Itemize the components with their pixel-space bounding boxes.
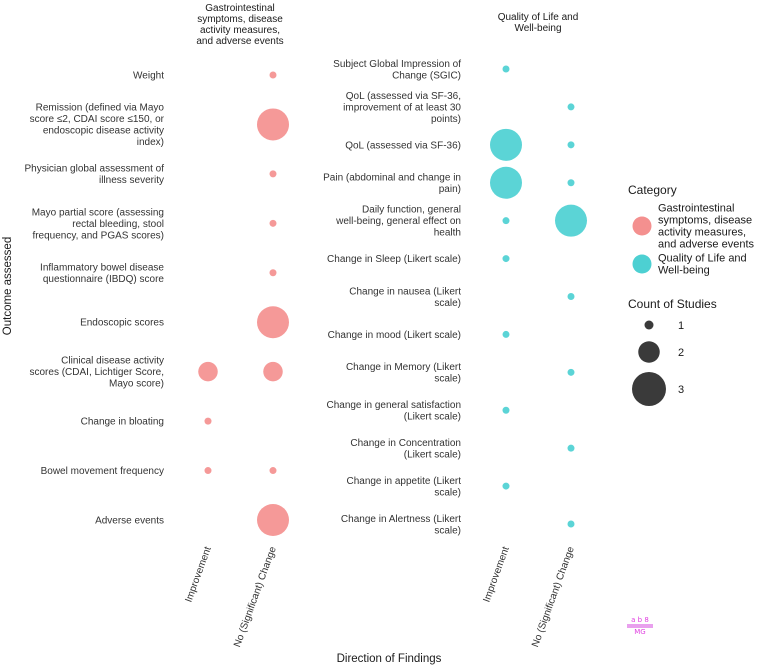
bubble-no-change	[269, 467, 277, 475]
panel-title: Quality of Life and Well-being	[498, 12, 579, 34]
legend-key-category	[632, 254, 652, 274]
bubble-no-change	[555, 204, 587, 237]
bubble-improvement	[502, 255, 510, 263]
outcome-label: Change in Sleep (Likert scale)	[327, 254, 461, 265]
legend-key-category	[632, 216, 652, 236]
outcome-label: Pain (abdominal and change in pain)	[323, 173, 461, 196]
outcome-label: Endoscopic scores	[80, 318, 164, 329]
watermark-stamp: a b 8	[631, 616, 649, 624]
bubble-improvement	[502, 406, 510, 414]
legend-key-size	[644, 320, 654, 330]
bubble-improvement	[204, 467, 212, 475]
legend-title-size: Count of Studies	[628, 297, 717, 311]
bubble-no-change	[567, 520, 575, 528]
outcome-label: Change in general satisfaction (Likert sc…	[326, 400, 461, 423]
outcome-label: Change in mood (Likert scale)	[328, 330, 461, 341]
outcome-label: Physician global assessment of illness se…	[24, 164, 164, 187]
x-tick-label: Improvement	[482, 545, 512, 604]
bubble-no-change	[567, 444, 575, 452]
bubble-improvement	[490, 166, 522, 199]
bubble-no-change	[567, 293, 575, 300]
legend-label-category: Quality of Life and Well-being	[658, 253, 747, 277]
outcome-label: Change in bloating	[81, 417, 164, 428]
outcome-label: Change in nausea (Likert scale)	[349, 286, 461, 309]
watermark-stamp: MG	[634, 628, 645, 636]
panel-title: Gastrointestinal symptoms, disease activit…	[196, 3, 283, 47]
bubble-no-change	[269, 71, 277, 79]
legend-title-category: Category	[628, 183, 677, 197]
bubble-no-change	[257, 108, 289, 141]
bubble-no-change	[567, 141, 575, 149]
x-axis-title: Direction of Findings	[337, 653, 442, 665]
outcome-label: Change in Memory (Likert scale)	[346, 362, 461, 385]
bubble-improvement	[502, 330, 510, 338]
y-axis-title: Outcome assessed	[2, 237, 14, 335]
outcome-label: Adverse events	[95, 516, 164, 527]
x-tick-label: Improvement	[184, 545, 214, 604]
bubble-no-change	[269, 170, 277, 178]
bubble-no-change	[567, 103, 575, 111]
bubble-no-change	[269, 219, 277, 227]
outcome-label: Change in Concentration (Likert scale)	[350, 438, 461, 461]
outcome-label: Mayo partial score (assessing rectal blee…	[32, 207, 164, 241]
outcome-label: Clinical disease activity scores (CDAI, L…	[30, 356, 165, 390]
outcome-label: Bowel movement frequency	[41, 466, 164, 477]
bubble-no-change	[263, 361, 283, 382]
outcome-label: Weight	[133, 71, 164, 82]
legend-label-size: 1	[678, 320, 684, 332]
outcome-label: Inflammatory bowel disease questionnaire …	[40, 263, 164, 286]
outcome-label: Daily function, general well-being, gener…	[335, 205, 461, 239]
x-tick-label: No (Significant) Change	[530, 545, 577, 649]
bubble-improvement	[502, 65, 510, 73]
x-tick-label: No (Significant) Change	[232, 545, 279, 649]
bubble-no-change	[567, 179, 575, 187]
outcome-label: QoL (assessed via SF-36)	[345, 140, 461, 151]
bubble-improvement	[204, 417, 212, 425]
bubble-no-change	[257, 504, 289, 536]
bubble-improvement	[502, 217, 510, 225]
outcome-label: Change in Alertness (Likert scale)	[341, 514, 461, 537]
legend-label-size: 2	[678, 347, 684, 359]
bubble-no-change	[567, 368, 575, 376]
legend-key-size	[632, 372, 666, 406]
bubble-improvement	[502, 482, 510, 490]
outcome-label: Change in appetite (Likert scale)	[346, 476, 461, 499]
legend-label-size: 3	[678, 384, 684, 396]
watermark-bar	[627, 624, 653, 628]
bubble-no-change	[269, 269, 277, 277]
outcome-label: Subject Global Impression of Change (SGIC…	[333, 59, 461, 82]
legend-label-category: Gastrointestinal symptoms, disease activit…	[658, 203, 755, 251]
outcome-label: QoL (assessed via SF-36, improvement of a…	[343, 91, 461, 125]
legend-key-size	[638, 341, 660, 363]
bubble-no-change	[257, 306, 289, 339]
outcome-label: Remission (defined via Mayo score ≤2, CDA…	[30, 103, 165, 149]
bubble-improvement	[198, 361, 218, 382]
bubble-improvement	[490, 128, 522, 161]
